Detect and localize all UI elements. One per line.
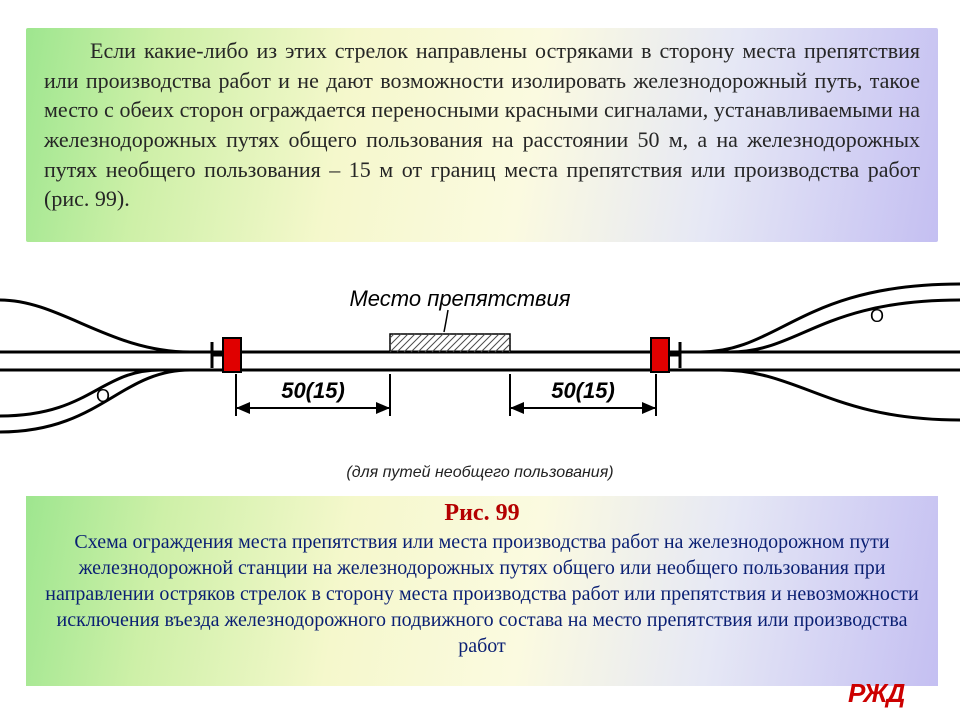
svg-text:Место препятствия: Место препятствия	[349, 286, 570, 311]
svg-text:O: O	[870, 306, 884, 326]
logo-text: РЖД	[848, 678, 905, 708]
rzd-logo: РЖД	[848, 676, 930, 710]
svg-text:O: O	[96, 386, 110, 406]
intro-text-panel: Если какие-либо из этих стрелок направле…	[26, 28, 938, 242]
diagram-subnote: (для путей необщего пользования)	[0, 464, 960, 482]
svg-text:50(15): 50(15)	[281, 378, 345, 403]
figure-caption: Схема ограждения места препятствия или м…	[40, 529, 924, 659]
caption-panel: Рис. 99 Схема ограждения места препятств…	[26, 496, 938, 686]
railway-diagram: Место препятствия 50(15) 50(15) O O	[0, 262, 960, 488]
svg-text:50(15): 50(15)	[551, 378, 615, 403]
intro-paragraph-text: Если какие-либо из этих стрелок направле…	[44, 38, 920, 211]
slide: Если какие-либо из этих стрелок направле…	[0, 0, 960, 720]
figure-number: Рис. 99	[40, 500, 924, 527]
intro-paragraph: Если какие-либо из этих стрелок направле…	[44, 36, 920, 214]
diagram-svg: Место препятствия 50(15) 50(15) O O	[0, 262, 960, 472]
